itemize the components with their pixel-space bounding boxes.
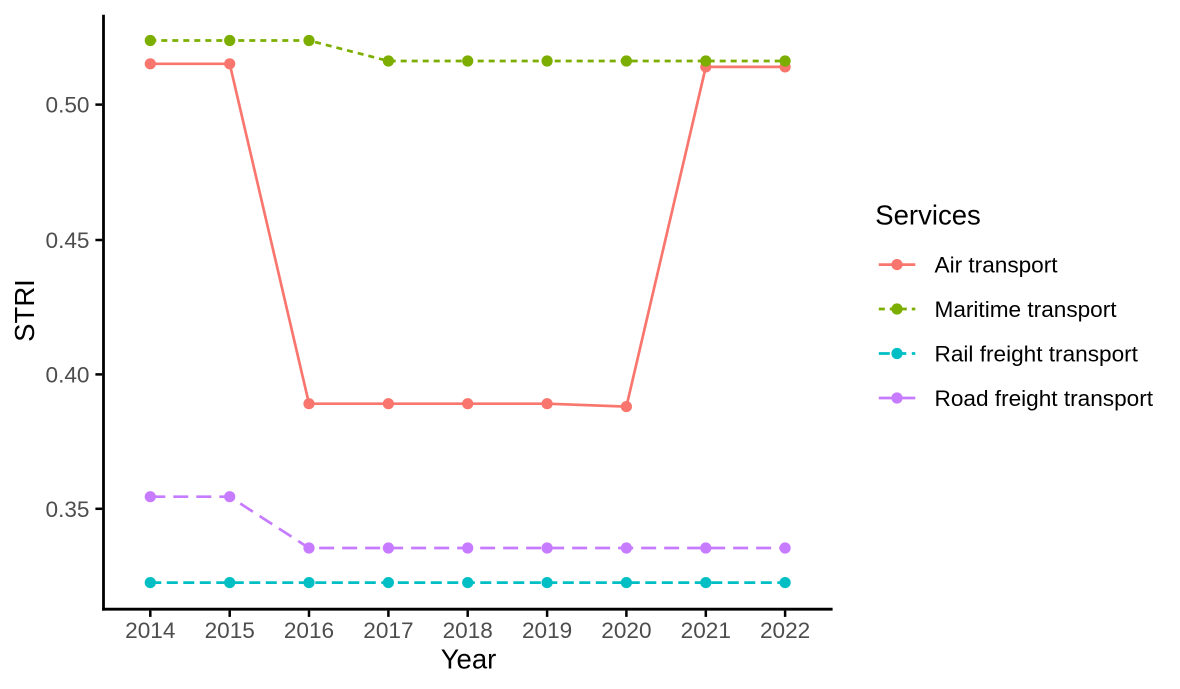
svg-text:0.50: 0.50 (46, 93, 90, 118)
svg-text:Air transport: Air transport (935, 253, 1059, 278)
svg-text:2015: 2015 (205, 618, 255, 643)
svg-text:2021: 2021 (681, 618, 731, 643)
svg-text:0.35: 0.35 (46, 497, 90, 522)
svg-text:2022: 2022 (760, 618, 810, 643)
svg-text:2020: 2020 (601, 618, 651, 643)
svg-text:Maritime transport: Maritime transport (935, 297, 1118, 322)
svg-text:Road freight transport: Road freight transport (935, 386, 1154, 411)
svg-text:Year: Year (441, 644, 497, 675)
svg-text:STRI: STRI (9, 279, 40, 342)
svg-text:Services: Services (875, 199, 980, 230)
svg-text:2018: 2018 (443, 618, 493, 643)
svg-text:2014: 2014 (125, 618, 175, 643)
svg-text:2019: 2019 (522, 618, 572, 643)
svg-text:0.45: 0.45 (46, 228, 90, 253)
svg-text:0.40: 0.40 (46, 363, 90, 388)
svg-text:2017: 2017 (363, 618, 413, 643)
svg-text:Rail freight transport: Rail freight transport (935, 342, 1139, 367)
svg-text:2016: 2016 (284, 618, 334, 643)
